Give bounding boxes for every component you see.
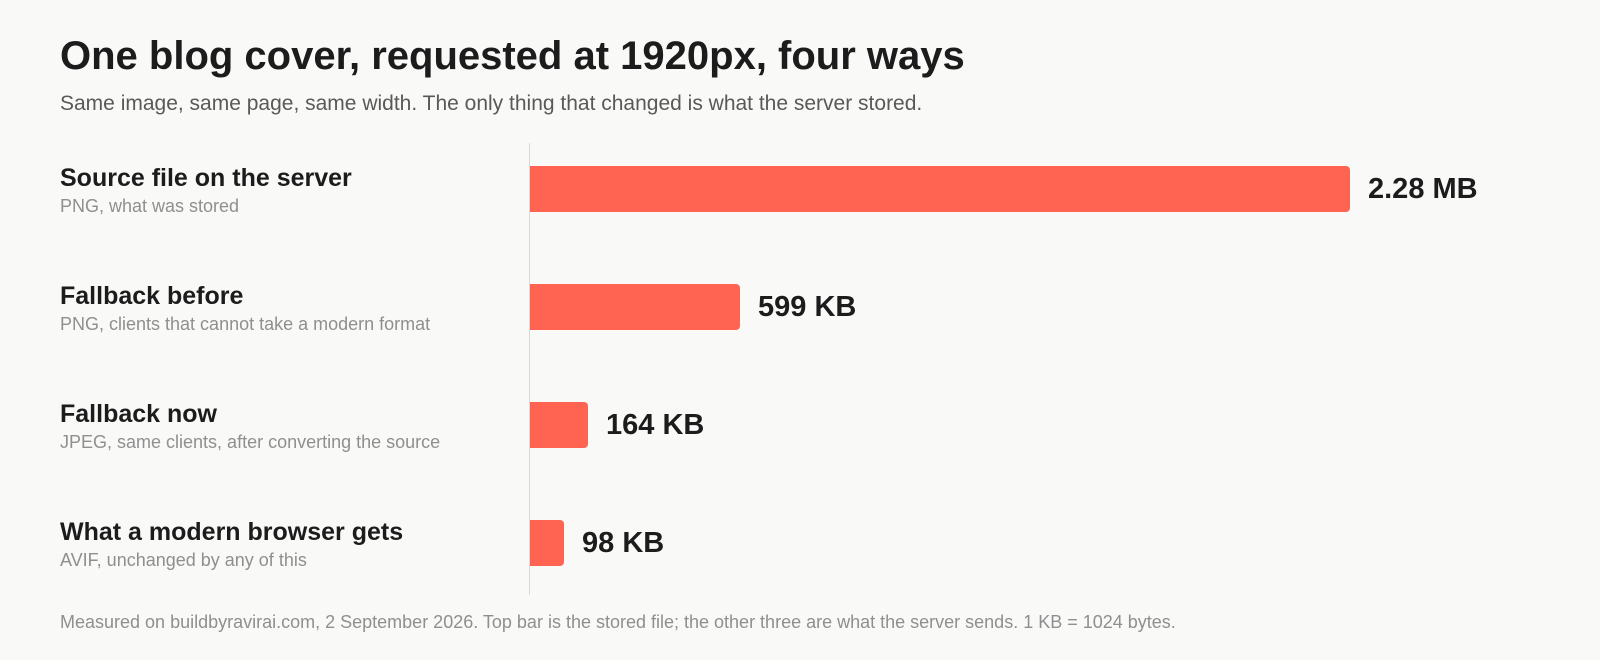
bar [530,520,564,566]
value-label: 164 KB [606,409,705,441]
category-note: JPEG, same clients, after converting the… [60,432,441,452]
axis-baseline [529,143,530,595]
chart-subtitle: Same image, same page, same width. The o… [60,92,923,115]
category-note: AVIF, unchanged by any of this [60,550,307,570]
bar [530,284,740,330]
value-label: 2.28 MB [1368,173,1478,205]
category-note: PNG, what was stored [60,196,240,216]
category-note: PNG, clients that cannot take a modern f… [60,314,431,334]
category-label: Source file on the server [60,164,352,192]
value-label: 599 KB [758,291,857,323]
bar [530,166,1350,212]
chart-footnote: Measured on buildbyravirai.com, 2 Septem… [60,612,1176,632]
bar [530,402,588,448]
category-label: Fallback before [60,282,244,310]
chart-title: One blog cover, requested at 1920px, fou… [60,34,965,78]
value-label: 98 KB [582,527,665,559]
category-label: What a modern browser gets [60,518,404,546]
category-label: Fallback now [60,400,217,428]
